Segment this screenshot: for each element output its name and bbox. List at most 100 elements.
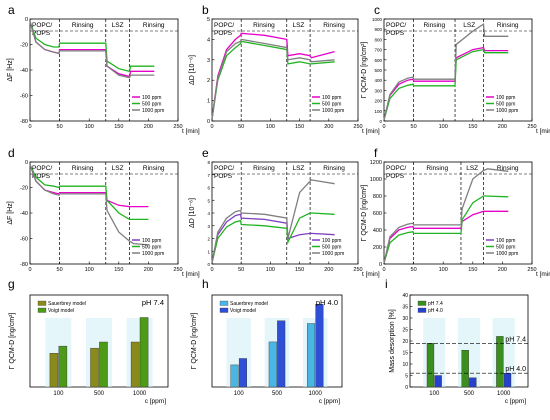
series-line-c bbox=[383, 22, 509, 121]
chart-title-g: pH 7.4 bbox=[142, 298, 164, 307]
x-tick-label-a: 200 bbox=[144, 124, 153, 130]
bar-shade-g bbox=[86, 318, 112, 387]
phase-label-d: Rinsing bbox=[143, 165, 165, 172]
panel-label-h: h bbox=[202, 277, 209, 291]
panel-label-i: i bbox=[385, 277, 388, 291]
legend-label-f: 1000 ppm bbox=[496, 251, 518, 257]
x-tick-label-e: 150 bbox=[295, 267, 304, 273]
y-tick-label-i: 40 bbox=[402, 293, 408, 299]
phase-label-f: LSZ bbox=[466, 165, 478, 172]
y-axis-label-i: Mass desorption [%] bbox=[389, 309, 396, 372]
category-label-h: 1000 bbox=[309, 391, 323, 397]
y-axis-label-f: Γ QCM-D [ng/cm²] bbox=[361, 185, 368, 242]
y-tick-label-f: 400 bbox=[373, 228, 382, 234]
bar-h bbox=[238, 358, 247, 388]
y-tick-label-b: 2 bbox=[207, 78, 210, 84]
bar-shade-g bbox=[45, 318, 72, 387]
bar-g bbox=[130, 341, 140, 388]
y-tick-label-b: 4 bbox=[207, 37, 210, 43]
legend-label-b: 500 ppm bbox=[322, 102, 341, 108]
x-axis-label-f: t [min] bbox=[536, 271, 550, 278]
bar-h bbox=[307, 323, 316, 388]
y-tick-label-a: 0 bbox=[25, 17, 28, 23]
series-line-b bbox=[211, 32, 335, 120]
y-axis-label-b: ΔD [10⁻⁶] bbox=[189, 55, 196, 85]
bar-g bbox=[99, 341, 108, 388]
bar-shade-i bbox=[457, 318, 481, 387]
panel-label-c: c bbox=[374, 3, 380, 17]
bar-shade-i bbox=[492, 318, 515, 387]
panel-label-f: f bbox=[374, 146, 378, 160]
y-tick-label-e: 5 bbox=[207, 198, 210, 203]
bar-g bbox=[139, 317, 149, 388]
bar-i bbox=[469, 377, 477, 388]
y-axis-label-a: ΔF [Hz] bbox=[7, 58, 14, 81]
category-label-i: 1000 bbox=[497, 391, 511, 397]
x-tick-label-c: 200 bbox=[498, 124, 507, 130]
legend-label-d: 1000 ppm bbox=[142, 251, 164, 257]
series-line-f bbox=[383, 195, 509, 264]
y-tick-label-d: -20 bbox=[20, 186, 28, 192]
plot-frame-b bbox=[211, 18, 359, 122]
bar-h bbox=[277, 320, 286, 388]
x-tick-label-a: 50 bbox=[57, 124, 63, 130]
y-tick-label-f: 1000 bbox=[370, 177, 382, 183]
y-tick-label-c: 300 bbox=[374, 88, 382, 93]
series-line-f bbox=[383, 210, 509, 264]
bar-shade-i bbox=[423, 318, 446, 387]
legend-label-b: 1000 ppm bbox=[322, 108, 344, 114]
phase-label-c: POPS bbox=[386, 30, 405, 37]
y-tick-label-i: 30 bbox=[402, 316, 408, 322]
category-label-i: 500 bbox=[464, 391, 475, 397]
x-tick-label-b: 250 bbox=[353, 124, 362, 130]
series-line-e bbox=[211, 212, 335, 263]
y-tick-label-f: 600 bbox=[373, 211, 382, 217]
bar-shade-h bbox=[264, 318, 290, 387]
category-label-g: 100 bbox=[53, 391, 64, 397]
legend-label-a: 100 ppm bbox=[142, 95, 161, 101]
legend-label-e: 1000 ppm bbox=[322, 251, 344, 257]
y-tick-label-f: 800 bbox=[373, 194, 382, 200]
series-line-e bbox=[211, 179, 335, 263]
reference-label-i: pH 4.0 bbox=[505, 366, 526, 373]
x-axis-label-e: t [min] bbox=[362, 271, 380, 278]
bar-shade-h bbox=[303, 318, 328, 387]
x-tick-label-d: 200 bbox=[144, 267, 153, 273]
x-tick-label-a: 100 bbox=[85, 124, 94, 130]
y-tick-label-b: 5 bbox=[207, 17, 210, 23]
legend-label-e: 500 ppm bbox=[322, 245, 341, 251]
bar-i bbox=[461, 350, 469, 388]
category-label-g: 500 bbox=[94, 391, 105, 397]
phase-label-a: Rinsing bbox=[143, 22, 165, 29]
y-tick-label-f: 200 bbox=[373, 245, 382, 251]
y-tick-label-c: 100 bbox=[374, 109, 382, 114]
legend-label-a: 500 ppm bbox=[142, 102, 161, 108]
y-tick-label-b: 3 bbox=[207, 58, 210, 64]
legend-label-f: 100 ppm bbox=[496, 238, 515, 244]
bar-i bbox=[434, 375, 442, 388]
y-tick-label-i: 0 bbox=[405, 385, 408, 391]
phase-label-e: Rinsing bbox=[253, 165, 275, 172]
y-tick-label-e: 2 bbox=[207, 237, 210, 242]
panel-label-g: g bbox=[8, 277, 15, 291]
category-label-h: 500 bbox=[272, 391, 283, 397]
y-tick-label-e: 4 bbox=[207, 211, 210, 216]
phase-label-e: Rinsing bbox=[323, 165, 345, 172]
y-tick-label-a: -80 bbox=[20, 119, 28, 125]
x-tick-label-d: 150 bbox=[114, 267, 123, 273]
phase-label-d: POPS bbox=[32, 173, 51, 180]
y-tick-label-f: 0 bbox=[379, 262, 382, 268]
phase-label-f: POPC/ bbox=[386, 165, 406, 172]
legend-label-d: 500 ppm bbox=[142, 245, 161, 251]
y-tick-label-i: 10 bbox=[402, 362, 408, 368]
legend-label-i: pH 4.0 bbox=[428, 308, 443, 314]
legend-label-f: 500 ppm bbox=[496, 245, 515, 251]
x-tick-label-f: 200 bbox=[498, 267, 507, 273]
y-tick-label-c: 1000 bbox=[372, 17, 383, 22]
panel-label-d: d bbox=[8, 146, 15, 160]
y-tick-label-e: 7 bbox=[207, 173, 210, 178]
phase-label-f: Rinsing bbox=[497, 165, 519, 172]
category-label-i: 100 bbox=[429, 391, 440, 397]
x-axis-label-g: c [ppm] bbox=[145, 398, 167, 405]
